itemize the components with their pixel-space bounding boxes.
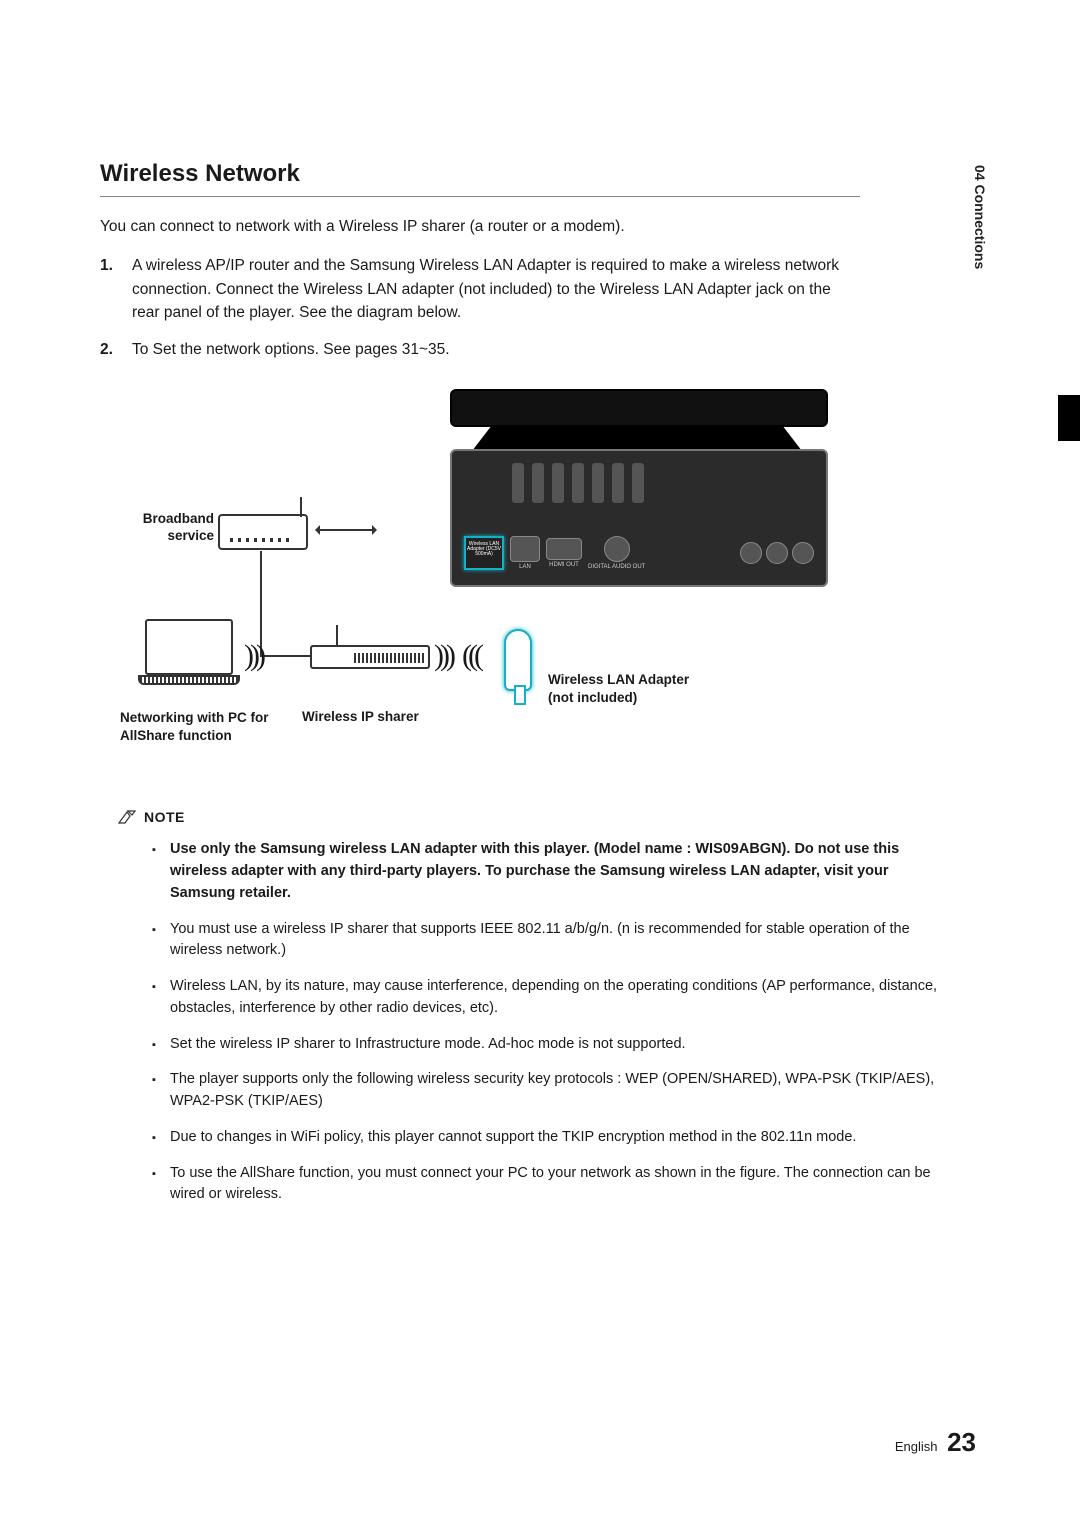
broadband-arrow [318,529,374,531]
step-item: To Set the network options. See pages 31… [100,338,860,361]
audio-l-port [740,542,762,564]
wifi-wave-icon: ))) [466,641,484,671]
callout-cone [472,425,802,451]
note-word: NOTE [144,809,185,825]
footer-page-number: 23 [947,1427,976,1457]
notes-list: Use only the Samsung wireless LAN adapte… [152,839,952,1206]
vent-slots [512,463,644,503]
footer-language: English [895,1439,938,1454]
note-item: Use only the Samsung wireless LAN adapte… [152,839,952,904]
wifi-wave-icon: ))) [244,641,262,671]
hdmi-label: HDMI OUT [549,562,579,568]
page: 04 Connections Wireless Network You can … [0,0,1080,1514]
note-item: Set the wireless IP sharer to Infrastruc… [152,1034,952,1056]
optical-label: DIGITAL AUDIO OUT [588,564,645,570]
intro-text: You can connect to network with a Wirele… [100,215,860,238]
wifi-wave-icon: ))) [434,641,452,671]
player-rear-panel: Wireless LAN Adapter (DC5V 500mA) LAN HD… [450,449,828,587]
modem-antenna [300,497,302,517]
audio-r-port [766,542,788,564]
wireless-ip-sharer-icon [310,645,430,669]
ip-sharer-label: Wireless IP sharer [302,709,419,724]
page-title: Wireless Network [100,160,980,188]
laptop-icon [138,619,240,697]
steps-list: A wireless AP/IP router and the Samsung … [100,254,860,361]
dongle-label: Wireless LAN Adapter (not included) [548,671,689,706]
note-icon [118,810,136,824]
wireless-lan-adapter-icon [504,629,532,691]
connection-diagram: Wireless LAN Adapter (DC5V 500mA) LAN HD… [120,389,880,769]
lan-port [510,536,540,562]
dongle-label-line2: (not included) [548,689,689,707]
usb-port-label: Wireless LAN Adapter (DC5V 500mA) [466,538,502,568]
modem-to-sharer-line-h [260,655,310,657]
video-port [792,542,814,564]
hdmi-port [546,538,582,560]
broadband-modem-icon [218,514,308,550]
broadband-label: Broadband service [140,511,214,545]
laptop-label: Networking with PC for AllShare function [120,709,285,744]
player-top-view [450,389,828,427]
optical-port [604,536,630,562]
note-item: The player supports only the following w… [152,1069,952,1113]
title-rule [100,196,860,197]
step-item: A wireless AP/IP router and the Samsung … [100,254,860,324]
lan-label: LAN [519,564,531,570]
port-row: Wireless LAN Adapter (DC5V 500mA) LAN HD… [464,533,814,573]
note-item: You must use a wireless IP sharer that s… [152,919,952,963]
note-heading: NOTE [118,809,980,825]
thumb-tab [1058,395,1080,441]
note-item: Due to changes in WiFi policy, this play… [152,1127,952,1149]
wireless-lan-adapter-port: Wireless LAN Adapter (DC5V 500mA) [464,536,504,570]
section-tab: 04 Connections [972,165,988,269]
dongle-label-line1: Wireless LAN Adapter [548,671,689,689]
page-footer: English 23 [895,1427,976,1458]
note-item: Wireless LAN, by its nature, may cause i… [152,976,952,1020]
note-item: To use the AllShare function, you must c… [152,1163,952,1207]
